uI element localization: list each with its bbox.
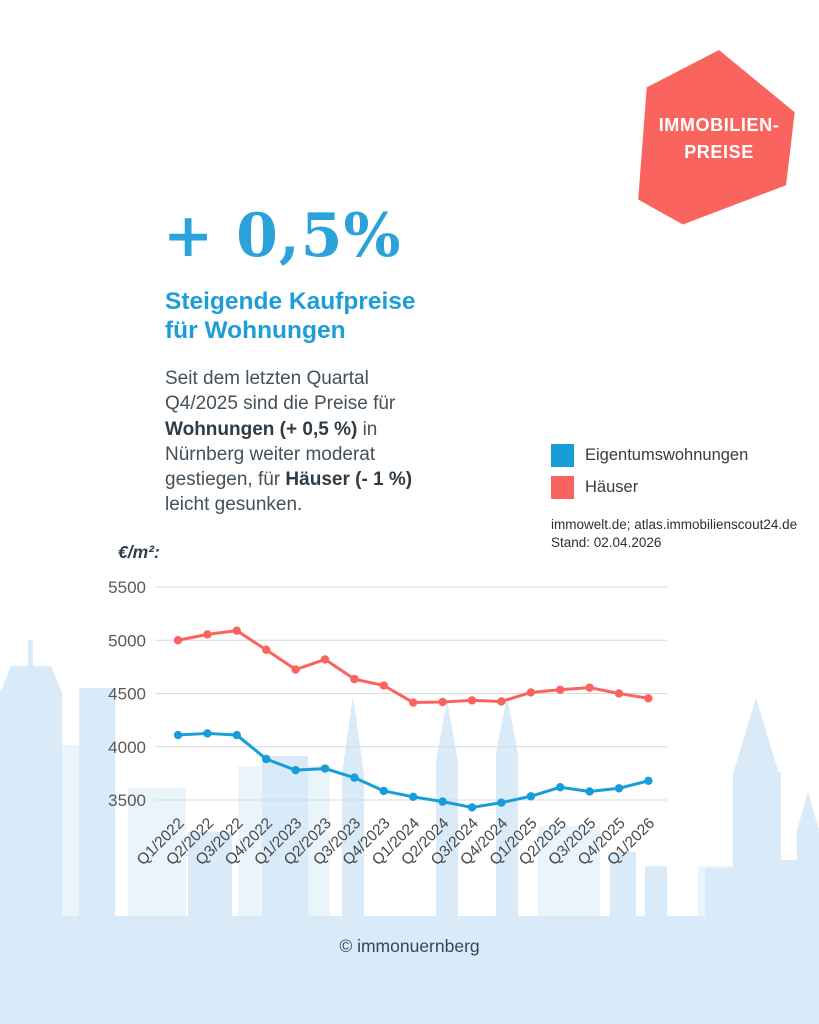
copyright-footer: © immonuernberg — [339, 936, 480, 956]
topic-badge-label: IMMOBILIEN- PREISE — [658, 115, 780, 162]
legend-swatch-red — [551, 476, 574, 499]
data-source-note: immowelt.de; atlas.immobilienscout24.de … — [551, 517, 798, 550]
legend-item-eigentumswohnungen: Eigentumswohnungen — [551, 444, 748, 467]
data-point-h-user — [467, 696, 477, 705]
y-tick-label: 3500 — [108, 791, 146, 810]
data-point-eigentumswohnungen — [467, 803, 477, 812]
data-point-eigentumswohnungen — [232, 730, 241, 740]
data-point-eigentumswohnungen — [409, 792, 418, 802]
y-tick-label: 5000 — [108, 631, 146, 650]
data-point-h-user — [526, 688, 535, 697]
data-point-h-user — [291, 665, 300, 674]
data-point-h-user — [320, 655, 330, 664]
legend-label: Eigentumswohnungen — [585, 446, 749, 464]
data-point-h-user — [556, 685, 565, 694]
data-point-eigentumswohnungen — [585, 787, 594, 796]
data-point-eigentumswohnungen — [526, 792, 535, 801]
data-point-eigentumswohnungen — [350, 773, 359, 782]
y-axis-unit-label: €/m²: — [118, 542, 160, 562]
data-point-eigentumswohnungen — [614, 784, 624, 793]
data-point-h-user — [438, 697, 447, 707]
data-point-h-user — [350, 674, 359, 684]
data-point-h-user — [585, 683, 594, 692]
data-point-h-user — [614, 689, 624, 698]
data-point-h-user — [379, 681, 388, 690]
data-point-eigentumswohnungen — [291, 765, 300, 775]
legend-label: Häuser — [585, 478, 639, 496]
chart-legend: Eigentumswohnungen Häuser — [551, 444, 748, 499]
data-point-h-user — [497, 697, 506, 706]
data-point-h-user — [203, 630, 212, 639]
headline-percentage: + 0,5% — [163, 201, 402, 271]
data-point-h-user — [262, 645, 271, 655]
data-point-h-user — [644, 694, 653, 703]
data-point-eigentumswohnungen — [556, 783, 565, 792]
legend-swatch-blue — [551, 444, 574, 467]
data-point-eigentumswohnungen — [644, 776, 653, 786]
data-point-eigentumswohnungen — [379, 786, 388, 796]
headline-title: Steigende Kaufpreise für Wohnungen — [165, 288, 416, 344]
y-tick-label: 5500 — [108, 578, 146, 597]
y-tick-label: 4000 — [108, 738, 146, 757]
data-point-eigentumswohnungen — [438, 797, 447, 806]
y-tick-label: 4500 — [108, 685, 146, 704]
series-line-h-user — [176, 629, 650, 705]
description-paragraph: Seit dem letzten Quartal Q4/2025 sind di… — [165, 368, 413, 516]
data-point-h-user — [232, 626, 241, 635]
data-point-eigentumswohnungen — [203, 729, 212, 738]
data-point-h-user — [409, 698, 418, 707]
data-point-eigentumswohnungen — [262, 754, 271, 764]
data-point-eigentumswohnungen — [497, 798, 506, 807]
data-point-eigentumswohnungen — [320, 764, 330, 773]
data-point-eigentumswohnungen — [173, 730, 183, 740]
data-point-h-user — [173, 636, 183, 645]
legend-item-haeuser: Häuser — [551, 476, 748, 499]
